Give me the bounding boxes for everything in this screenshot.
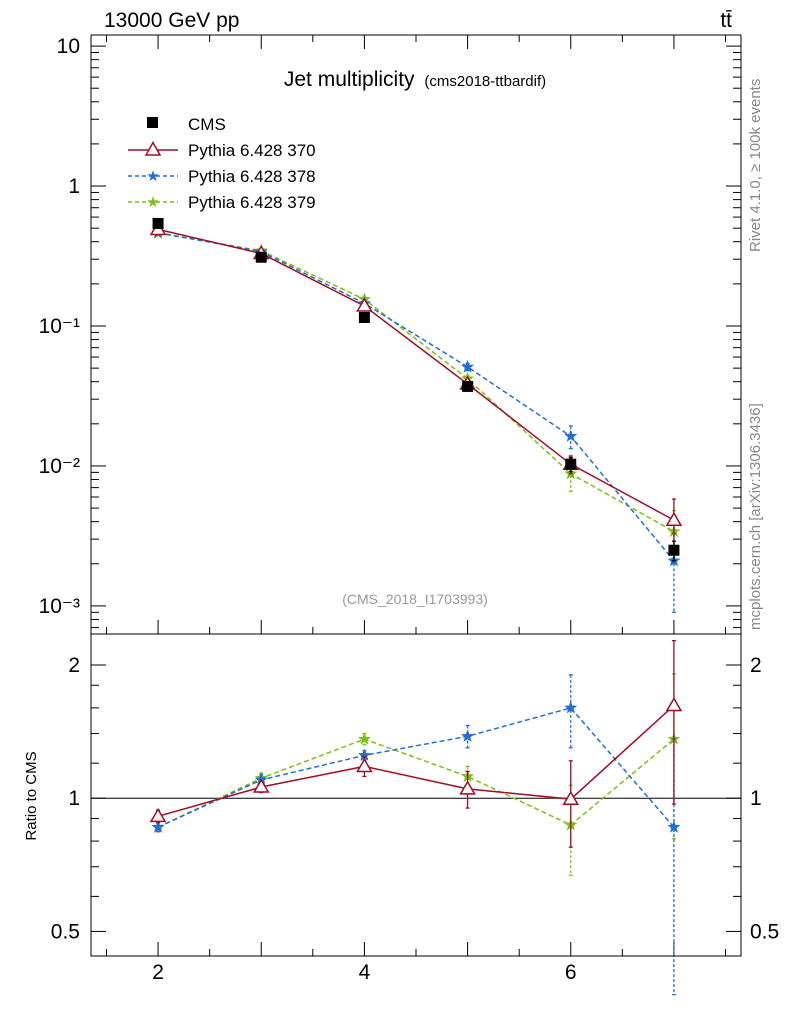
ratio-point-pythia-6-428-370 <box>149 807 167 823</box>
legend-label-379: Pythia 6.428 379 <box>188 193 316 212</box>
main-point-cms <box>358 312 370 324</box>
main-point-cms <box>255 251 267 263</box>
legend-label-378: Pythia 6.428 378 <box>188 167 316 186</box>
energy-label: 13000 GeV pp <box>104 9 239 32</box>
ratio-point-pythia-6-428-378 <box>564 701 578 714</box>
main-point-cms <box>152 217 164 229</box>
chart-title: Jet multiplicity (cms2018-ttbardif) <box>284 68 546 91</box>
legend-marker-370 <box>144 140 162 156</box>
main-line-pythia-6-428-378 <box>157 231 675 562</box>
ratio-point-pythia-6-428-370 <box>562 790 580 805</box>
ratio-line-pythia-6-428-370 <box>157 704 675 818</box>
legend-label-370: Pythia 6.428 370 <box>188 141 316 160</box>
ratio-panel-axes: 2 4 6 2 2 1 1 0.5 0.5 <box>51 654 779 984</box>
main-line-pythia-6-428-370 <box>157 228 675 521</box>
chart-title-main: Jet multiplicity <box>284 68 415 91</box>
main-line-pythia-6-428-379 <box>157 232 675 533</box>
legend-marker-379: ★ <box>146 193 159 211</box>
ratio-point-pythia-6-428-378 <box>667 820 681 833</box>
ratio-y-tick-label-right: 0.5 <box>750 920 779 943</box>
main-y-tick-label: 10⁻¹ <box>39 315 80 338</box>
main-point-pythia-6-428-378 <box>564 429 578 442</box>
ratio-point-pythia-6-428-370 <box>665 697 683 712</box>
ratio-panel-frame <box>90 633 742 957</box>
ratio-y-tick-label-left: 1 <box>68 787 80 810</box>
process-label: tt̄ <box>720 9 732 32</box>
rivet-label: Rivet 4.1.0, ≥ 100k events <box>747 79 764 252</box>
ratio-panel-marks <box>149 640 683 996</box>
ratio-point-pythia-6-428-378 <box>151 820 165 833</box>
main-point-pythia-6-428-378 <box>461 360 475 373</box>
ratio-point-pythia-6-428-378 <box>461 729 475 742</box>
chart-title-sub: (cms2018-ttbardif) <box>424 73 546 90</box>
main-point-pythia-6-428-370 <box>665 511 683 526</box>
main-panel-axes: 10 1 10⁻¹ 10⁻² 10⁻³ <box>39 35 741 634</box>
x-tick-label: 6 <box>565 961 577 984</box>
ratio-point-pythia-6-428-370 <box>459 780 476 795</box>
main-panel-marks <box>149 217 683 613</box>
main-y-tick-label: 10 <box>57 35 80 58</box>
source-label: mcplots.cern.ch [arXiv:1306.3436] <box>747 403 764 630</box>
legend-label-cms: CMS <box>188 115 226 134</box>
x-tick-label: 2 <box>152 961 164 984</box>
x-tick-label: 4 <box>359 961 371 984</box>
legend: CMS Pythia 6.428 370 ★ Pythia 6.428 378 … <box>128 115 316 212</box>
main-y-tick-label: 10⁻³ <box>39 595 80 618</box>
main-y-tick-label: 10⁻² <box>39 455 80 478</box>
main-point-cms <box>565 458 577 470</box>
ratio-ylabel: Ratio to CMS <box>23 751 40 840</box>
legend-marker-cms <box>147 117 158 128</box>
main-point-cms <box>462 380 474 392</box>
legend-marker-378: ★ <box>146 167 159 185</box>
ratio-point-pythia-6-428-370 <box>356 757 373 773</box>
main-y-tick-label: 1 <box>68 175 80 198</box>
ratio-y-tick-label-right: 1 <box>750 787 762 810</box>
main-point-cms <box>668 544 680 556</box>
ratio-point-pythia-6-428-370 <box>252 778 270 793</box>
ratio-line-pythia-6-428-379 <box>157 738 675 828</box>
ratio-point-pythia-6-428-379 <box>357 732 371 745</box>
ratio-line-pythia-6-428-378 <box>157 707 675 828</box>
analysis-label: (CMS_2018_I1703993) <box>342 591 488 607</box>
main-point-pythia-6-428-370 <box>356 297 373 312</box>
ratio-y-tick-label-right: 2 <box>750 654 762 677</box>
ratio-y-tick-label-left: 2 <box>68 654 80 677</box>
ratio-y-tick-label-left: 0.5 <box>51 920 80 943</box>
